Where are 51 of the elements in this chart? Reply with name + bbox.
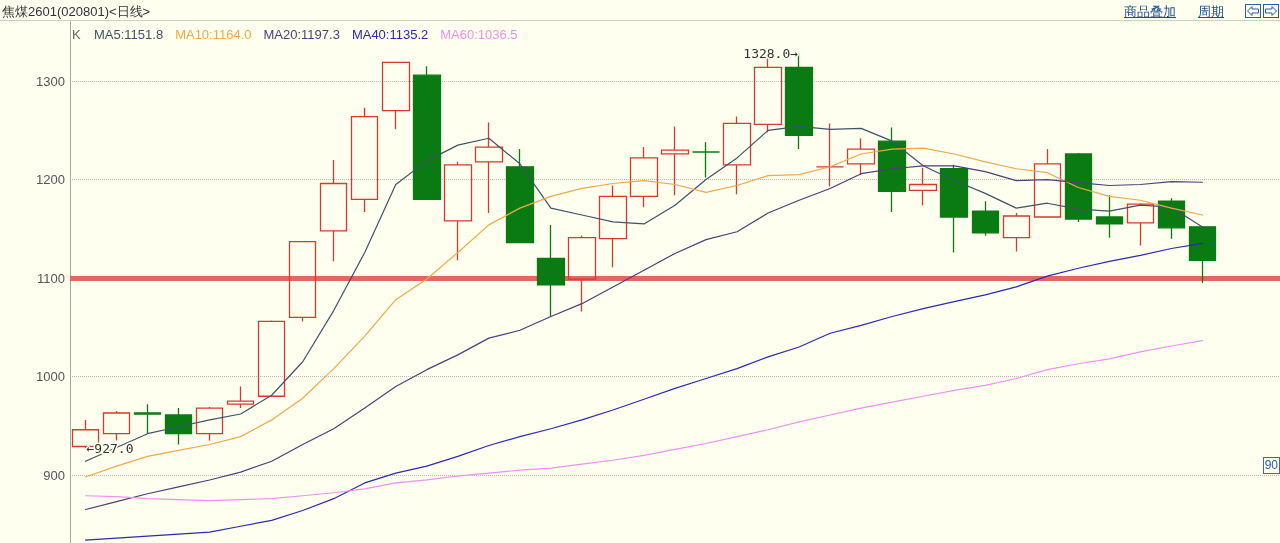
annotation: 1328.0→ <box>743 46 799 62</box>
legend-title: K <box>72 27 81 42</box>
y-tick-label: 1100 <box>37 270 65 286</box>
candlestick <box>877 126 907 213</box>
text: 90 <box>1262 457 1280 474</box>
candlestick <box>102 410 131 442</box>
candlestick <box>567 235 597 313</box>
candlestick <box>1126 202 1155 247</box>
candlestick <box>257 319 286 398</box>
candlestick <box>1002 212 1031 253</box>
candlestick <box>722 115 752 195</box>
candlestick <box>939 164 969 254</box>
candlestick <box>1188 226 1217 284</box>
line-series <box>84 340 1204 502</box>
candlestick <box>1064 152 1093 223</box>
candlestick <box>660 125 690 196</box>
candlestick <box>505 148 535 244</box>
candlestick <box>443 161 473 261</box>
candlestick <box>195 406 224 442</box>
y-tick-label: 1300 <box>36 73 65 89</box>
text: MA5:1151.8 <box>94 27 164 42</box>
text: MA60:1036.5 <box>440 27 518 42</box>
candlestick <box>350 107 379 213</box>
text: MA10:1164.0 <box>175 27 252 42</box>
text: 周期 <box>1198 4 1224 19</box>
y-tick-label: 1200 <box>36 172 65 188</box>
candlestick <box>412 65 442 200</box>
candlestick <box>536 224 566 318</box>
y-tick-label: 1000 <box>36 369 65 385</box>
candlestick <box>815 122 845 188</box>
candlestick <box>971 200 1000 237</box>
candlestick <box>474 121 504 214</box>
text: MA40:1135.2 <box>351 27 429 42</box>
text: MA20:1197.3 <box>263 27 340 42</box>
chart-title: 焦煤2601(020801)<日线> <box>2 3 151 21</box>
candlestick <box>1095 194 1124 239</box>
candlestick <box>908 167 938 206</box>
candlestick <box>598 184 628 268</box>
candlestick <box>226 385 255 409</box>
line-series <box>84 242 1204 541</box>
y-tick-label: 900 <box>43 467 65 483</box>
candlestick <box>629 146 659 208</box>
candlestick <box>164 407 193 446</box>
candlestick <box>381 61 411 130</box>
candlestick <box>319 159 348 262</box>
candlestick <box>133 403 162 435</box>
candlestick <box>1033 148 1062 218</box>
candlestick <box>846 137 876 176</box>
text: 商品叠加 <box>1124 4 1176 19</box>
candlestick <box>691 141 721 179</box>
candlestick <box>288 240 317 323</box>
